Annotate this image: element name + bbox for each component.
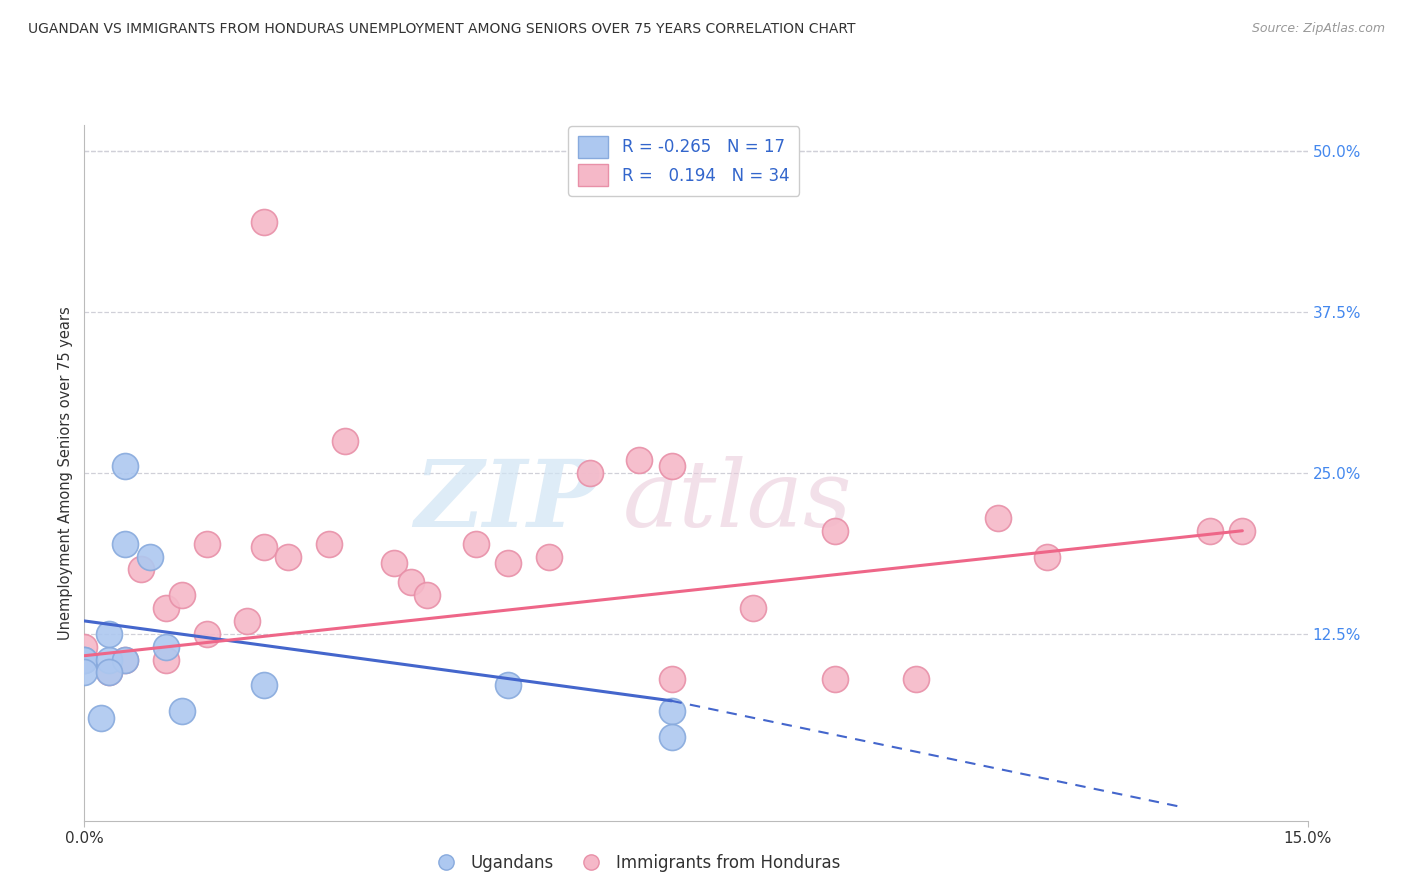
Point xyxy=(824,524,846,538)
Point xyxy=(498,556,520,570)
Point xyxy=(253,541,276,555)
Point xyxy=(73,665,96,680)
Point xyxy=(97,652,120,666)
Point xyxy=(114,652,136,666)
Point xyxy=(579,466,602,480)
Legend: Ugandans, Immigrants from Honduras: Ugandans, Immigrants from Honduras xyxy=(423,847,846,879)
Point xyxy=(416,588,439,602)
Point xyxy=(1232,524,1254,538)
Point xyxy=(661,459,683,474)
Point xyxy=(253,678,276,692)
Text: atlas: atlas xyxy=(623,456,852,546)
Point xyxy=(661,672,683,686)
Point xyxy=(114,459,136,474)
Point xyxy=(97,665,120,680)
Point xyxy=(399,575,422,590)
Point xyxy=(318,536,340,550)
Text: UGANDAN VS IMMIGRANTS FROM HONDURAS UNEMPLOYMENT AMONG SENIORS OVER 75 YEARS COR: UGANDAN VS IMMIGRANTS FROM HONDURAS UNEM… xyxy=(28,22,856,37)
Point xyxy=(114,536,136,550)
Point xyxy=(172,588,194,602)
Point xyxy=(498,678,520,692)
Point xyxy=(195,627,218,641)
Point xyxy=(824,672,846,686)
Point xyxy=(155,652,177,666)
Point xyxy=(155,601,177,615)
Point xyxy=(114,652,136,666)
Point xyxy=(1035,549,1057,564)
Point xyxy=(90,710,112,724)
Point xyxy=(97,665,120,680)
Point xyxy=(661,704,683,718)
Point xyxy=(538,549,561,564)
Point xyxy=(335,434,357,448)
Point xyxy=(73,652,96,666)
Point xyxy=(277,549,299,564)
Point xyxy=(236,614,259,628)
Point xyxy=(97,627,120,641)
Point xyxy=(172,704,194,718)
Point xyxy=(987,511,1010,525)
Point xyxy=(195,536,218,550)
Point xyxy=(73,640,96,654)
Point xyxy=(155,640,177,654)
Point xyxy=(1198,524,1220,538)
Point xyxy=(382,556,405,570)
Point xyxy=(661,730,683,744)
Point xyxy=(742,601,765,615)
Y-axis label: Unemployment Among Seniors over 75 years: Unemployment Among Seniors over 75 years xyxy=(58,306,73,640)
Point xyxy=(73,652,96,666)
Point xyxy=(131,562,153,576)
Point xyxy=(73,652,96,666)
Point xyxy=(253,214,276,228)
Text: ZIP: ZIP xyxy=(413,456,598,546)
Point xyxy=(138,549,160,564)
Text: Source: ZipAtlas.com: Source: ZipAtlas.com xyxy=(1251,22,1385,36)
Point xyxy=(627,453,650,467)
Point xyxy=(905,672,928,686)
Point xyxy=(464,536,486,550)
